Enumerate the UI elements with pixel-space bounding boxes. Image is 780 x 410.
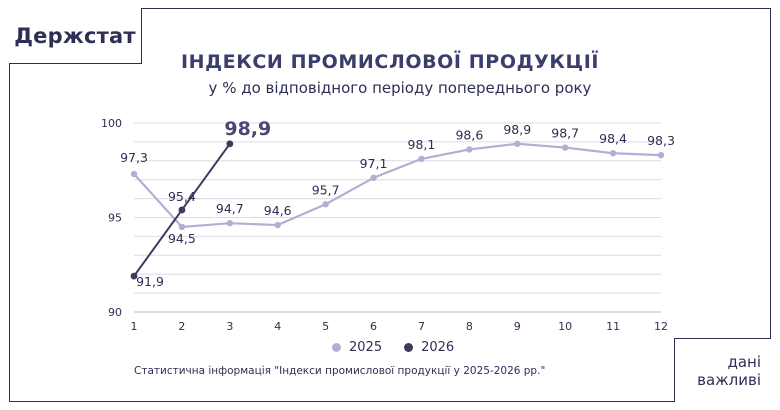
series-point-2025 — [514, 140, 521, 147]
series-point-2025 — [561, 144, 569, 151]
data-label-2026: 98,9 — [224, 118, 271, 140]
x-tick-label: 12 — [654, 320, 668, 333]
series-point-2026 — [178, 206, 186, 214]
x-tick-label: 2 — [178, 320, 185, 333]
data-label-2025: 98,7 — [551, 126, 579, 141]
legend-label-2025: 2025 — [349, 340, 383, 355]
series-point-2025 — [274, 221, 281, 229]
x-tick-label: 11 — [606, 320, 620, 333]
series-point-2025 — [178, 223, 186, 231]
brand-logo: Держстат — [14, 23, 136, 48]
data-label-2025: 98,6 — [455, 127, 483, 142]
x-tick-label: 1 — [131, 320, 138, 333]
series-point-2025 — [130, 170, 138, 178]
tag-line-1: дані — [727, 352, 761, 371]
series-point-2025 — [322, 201, 329, 208]
outer-frame — [9, 8, 771, 402]
x-tick-label: 6 — [370, 320, 377, 333]
data-label-2026: 91,9 — [136, 274, 164, 289]
legend-swatch-2026 — [404, 343, 414, 352]
y-tick-label: 95 — [108, 212, 122, 225]
data-label-2025: 97,1 — [360, 156, 388, 171]
data-label-2025: 94,7 — [216, 201, 244, 216]
series-point-2025 — [466, 146, 473, 153]
x-tick-label: 9 — [514, 320, 521, 333]
tag-box: дані важливі — [674, 338, 771, 402]
y-tick-label: 90 — [108, 306, 122, 319]
x-tick-label: 7 — [418, 320, 425, 333]
series-point-2025 — [609, 150, 617, 157]
x-tick-label: 10 — [558, 320, 572, 333]
data-label-2025: 97,3 — [120, 150, 148, 165]
legend-item-2026: 2026 — [404, 340, 454, 355]
data-label-2025: 94,5 — [168, 231, 196, 246]
data-label-2025: 98,3 — [647, 133, 675, 148]
x-tick-label: 3 — [226, 320, 233, 333]
series-point-2025 — [418, 155, 425, 163]
source-note: Статистична інформація "Індекси промисло… — [134, 365, 546, 377]
legend-label-2026: 2026 — [421, 340, 455, 355]
data-label-2025: 95,7 — [312, 182, 340, 197]
series-point-2025 — [657, 151, 665, 159]
y-tick-label: 100 — [101, 117, 122, 130]
series-line-2025 — [133, 142, 662, 229]
series-point-2026 — [226, 140, 234, 148]
data-label-2025: 98,9 — [503, 122, 531, 137]
x-tick-label: 5 — [322, 320, 329, 333]
data-label-2025: 98,4 — [599, 131, 627, 146]
legend: 2025 2026 — [332, 340, 454, 355]
tag-line-2: важливі — [697, 370, 761, 389]
series-point-2025 — [370, 174, 377, 182]
legend-item-2025: 2025 — [332, 340, 382, 355]
series-point-2025 — [226, 219, 234, 227]
legend-swatch-2025 — [332, 343, 341, 352]
data-label-2025: 94,6 — [264, 203, 292, 218]
data-label-2025: 98,1 — [408, 137, 436, 152]
chart-subtitle: у % до відповідного періоду попереднього… — [208, 79, 592, 97]
chart-title: ІНДЕКСИ ПРОМИСЛОВОЇ ПРОДУКЦІЇ — [180, 51, 600, 73]
x-tick-label: 4 — [274, 320, 281, 333]
data-label-2026: 95,4 — [168, 189, 196, 204]
logo-box: Держстат — [9, 8, 142, 64]
series-point-2026 — [130, 272, 138, 280]
x-tick-label: 8 — [466, 320, 473, 333]
